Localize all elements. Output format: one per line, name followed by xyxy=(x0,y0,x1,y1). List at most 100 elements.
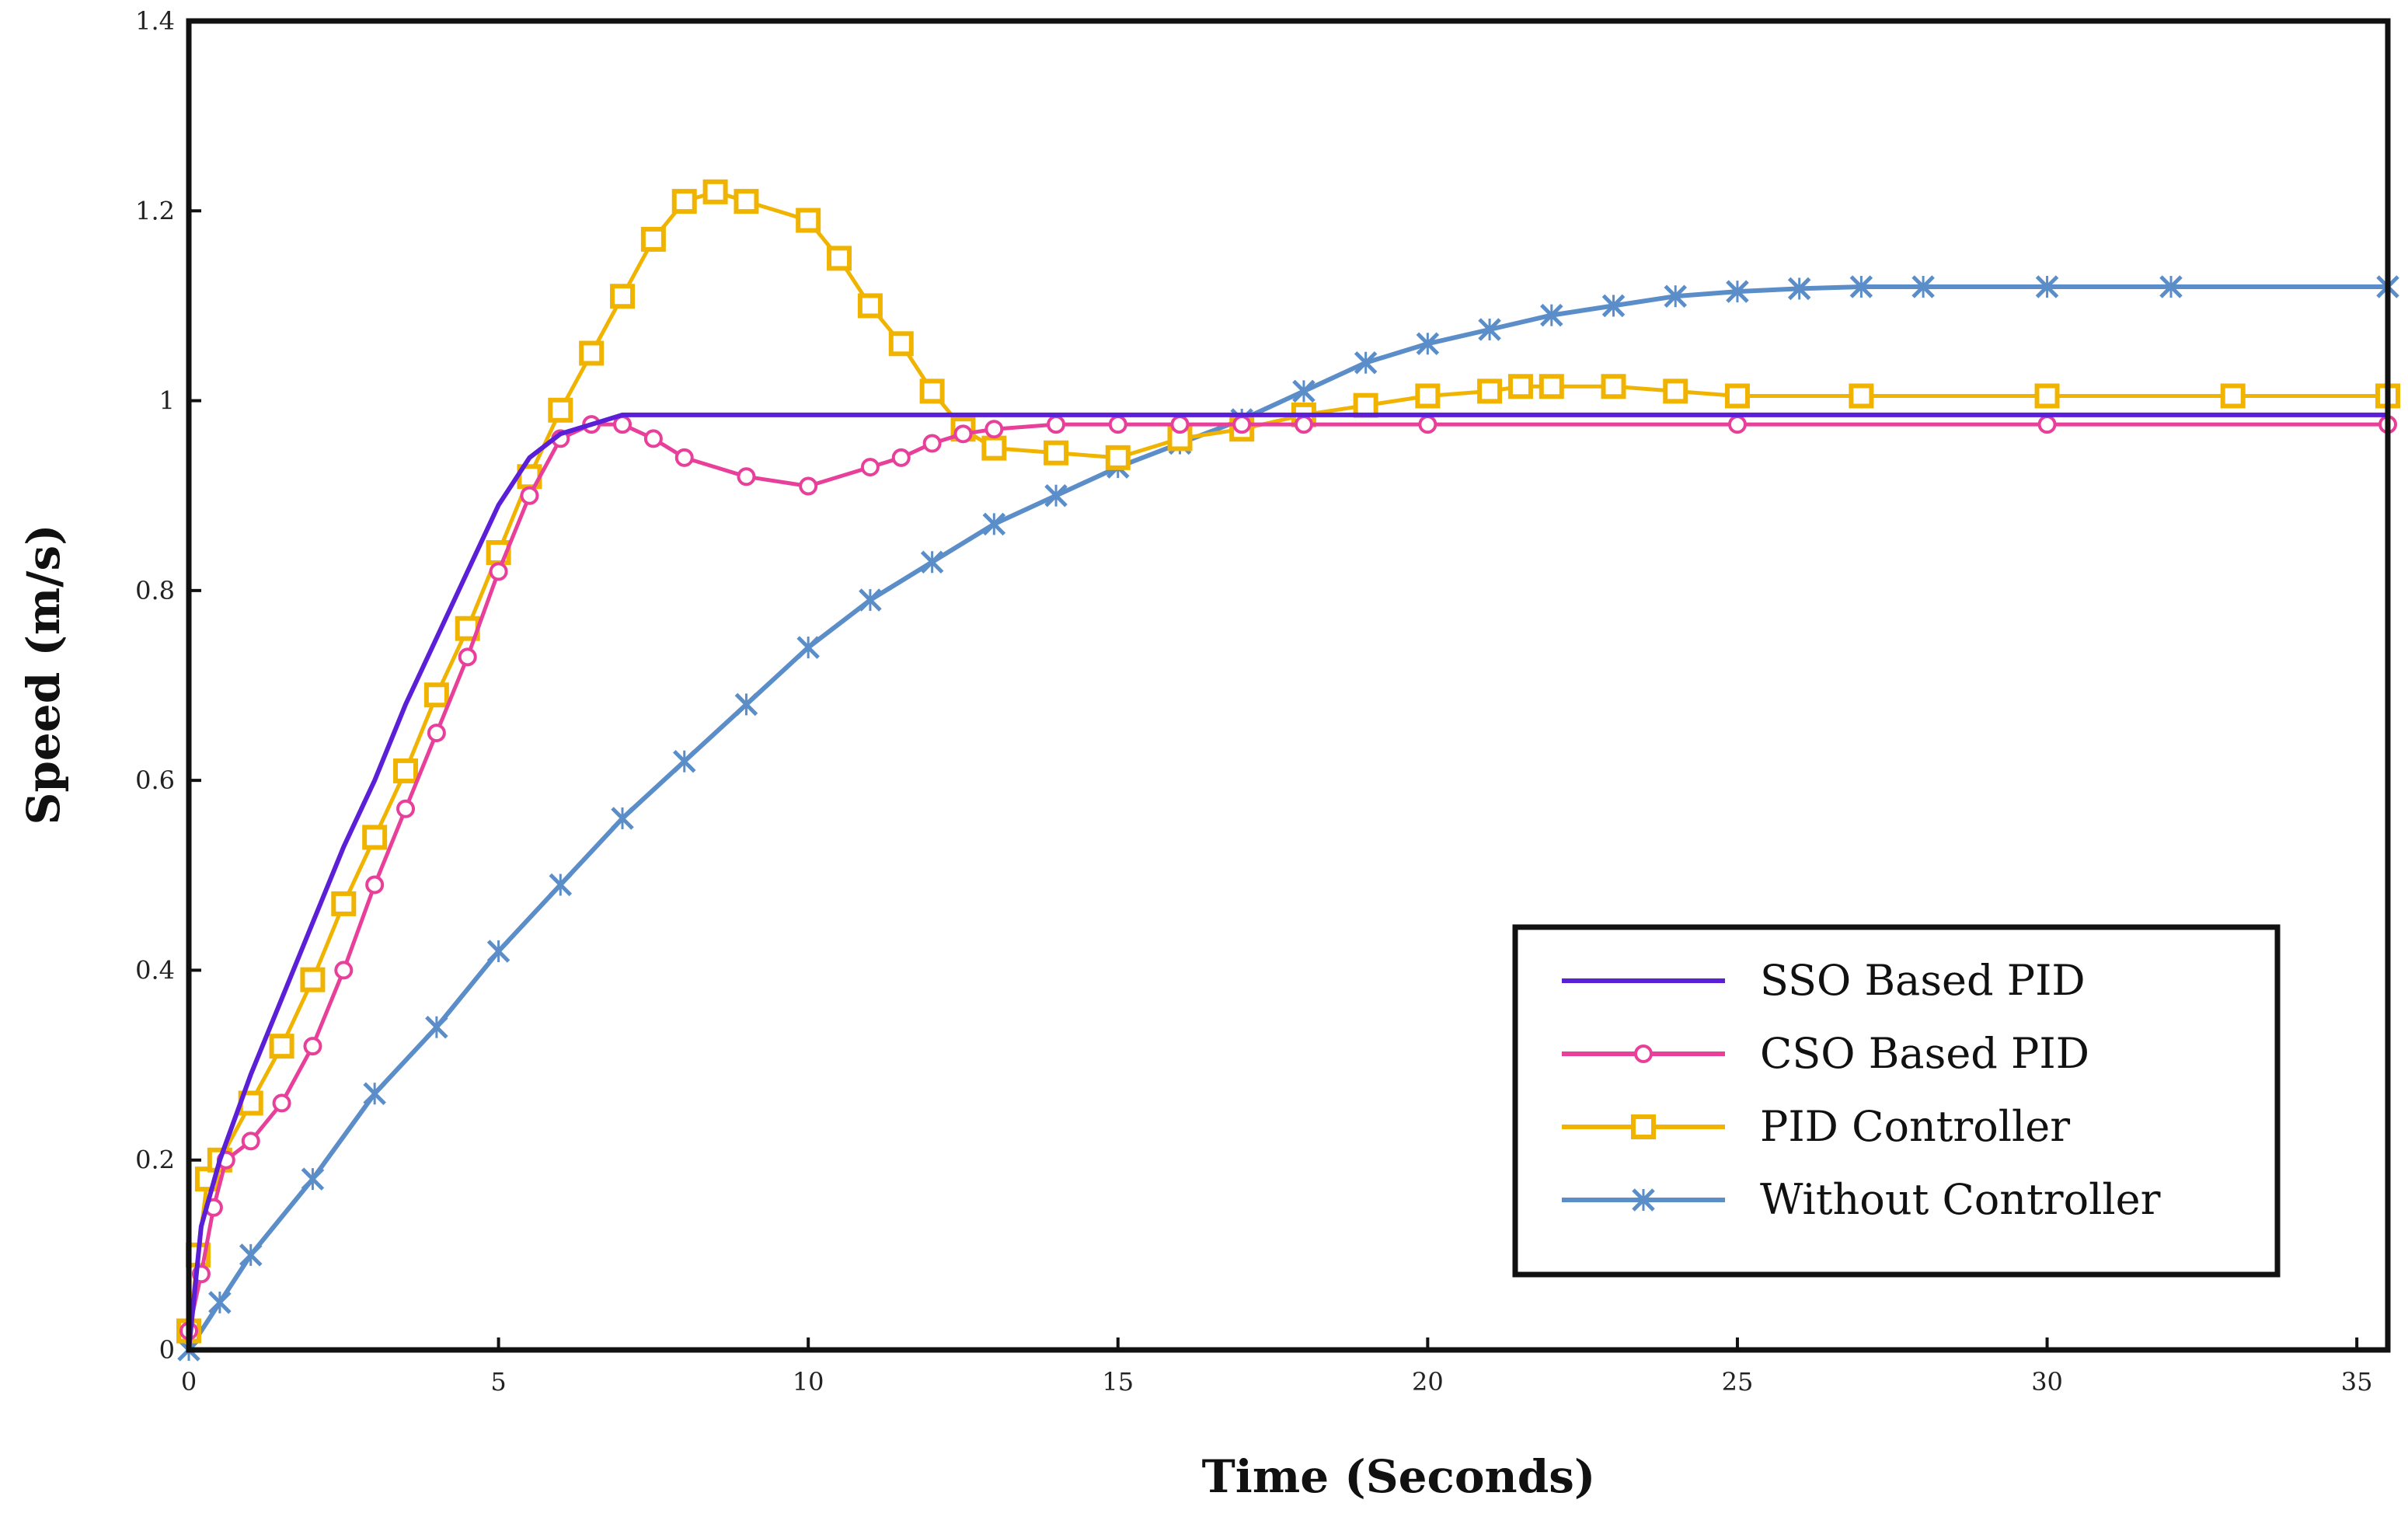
data-point-marker xyxy=(1416,332,1440,356)
y-tick-label: 0 xyxy=(159,1335,175,1365)
data-point-marker xyxy=(1047,415,1066,434)
data-point-marker xyxy=(396,799,416,818)
data-point-marker xyxy=(365,875,385,895)
data-point-marker xyxy=(891,448,911,467)
data-point-marker xyxy=(737,467,756,486)
data-point-marker xyxy=(1727,415,1747,434)
data-point-marker xyxy=(1539,374,1564,399)
data-point-marker xyxy=(796,208,821,233)
x-tick-label: 5 xyxy=(490,1367,506,1397)
data-point-marker xyxy=(2035,275,2059,298)
data-point-marker xyxy=(981,435,1007,461)
data-point-marker xyxy=(486,940,511,963)
series-line xyxy=(186,412,2390,1352)
data-point-marker xyxy=(888,331,914,357)
data-point-marker xyxy=(799,476,818,496)
data-point-marker xyxy=(640,226,666,252)
data-point-marker xyxy=(734,189,759,214)
legend-label: Without Controller xyxy=(1760,1175,2161,1224)
x-tick-label: 35 xyxy=(2341,1367,2373,1397)
data-point-marker xyxy=(1849,275,1873,298)
data-point-marker xyxy=(643,429,663,448)
data-point-marker xyxy=(1353,392,1378,418)
legend-box xyxy=(1512,924,2281,1278)
y-tick-label: 0.4 xyxy=(135,955,175,985)
x-tick-label: 20 xyxy=(1412,1367,1444,1397)
data-point-marker xyxy=(2037,415,2057,434)
y-tick-label: 1 xyxy=(159,386,175,416)
data-point-marker xyxy=(1044,483,1068,507)
data-point-marker xyxy=(1726,280,1749,303)
data-point-marker xyxy=(427,724,446,743)
data-point-marker xyxy=(1477,378,1503,404)
legend-marker xyxy=(1634,1044,1653,1063)
data-point-marker xyxy=(362,825,388,850)
legend-item: CSO Based PID xyxy=(1562,1029,2089,1078)
data-point-marker xyxy=(301,1167,325,1191)
data-point-marker xyxy=(1292,379,1316,403)
legend-marker xyxy=(1632,1188,1655,1212)
data-point-marker xyxy=(208,1291,232,1314)
x-tick-label: 25 xyxy=(1722,1367,1754,1397)
axis-ticks: 0 5 10 15 20 25 30 35 0 0.2 0.4 0.6 0.8 1 1.2 1.4 xyxy=(135,6,2372,1397)
data-point-marker xyxy=(1911,275,1935,298)
data-point-marker xyxy=(859,588,882,612)
data-point-marker xyxy=(922,434,942,453)
data-point-marker xyxy=(1170,415,1190,434)
data-point-marker xyxy=(1664,284,1688,308)
x-tick-label: 30 xyxy=(2031,1367,2063,1397)
data-point-marker xyxy=(1105,445,1131,470)
data-point-marker xyxy=(671,189,697,214)
series-layer xyxy=(176,179,2400,1362)
x-tick-label: 15 xyxy=(1102,1367,1134,1397)
data-point-marker xyxy=(423,682,449,708)
data-point-marker xyxy=(919,378,945,404)
data-point-marker xyxy=(920,550,944,574)
plot-area-border xyxy=(186,18,2391,1353)
data-point-marker xyxy=(549,873,573,897)
data-point-marker xyxy=(1601,294,1626,318)
data-point-marker xyxy=(520,486,539,505)
data-point-marker xyxy=(1354,350,1378,375)
data-point-marker xyxy=(827,246,852,271)
data-point-marker xyxy=(1540,303,1563,327)
data-point-marker xyxy=(1787,277,1811,301)
data-point-marker xyxy=(1507,374,1533,399)
data-point-marker xyxy=(674,448,694,467)
data-point-marker xyxy=(425,1015,448,1039)
data-point-marker xyxy=(796,636,820,659)
data-point-marker xyxy=(272,1093,291,1113)
series-sso-based-pid xyxy=(186,412,2390,1352)
x-tick-label: 0 xyxy=(181,1367,197,1397)
data-point-marker xyxy=(303,1037,322,1056)
x-axis-title: Time (Seconds) xyxy=(1202,1450,1596,1503)
legend-marker xyxy=(1631,1114,1656,1139)
data-point-marker xyxy=(1478,318,1501,341)
data-point-marker xyxy=(702,179,728,204)
data-point-marker xyxy=(734,692,758,717)
y-tick-label: 1.2 xyxy=(135,196,175,225)
data-point-marker xyxy=(334,961,354,980)
legend: SSO Based PID CSO Based PID PID Controller… xyxy=(1512,924,2281,1278)
data-point-marker xyxy=(458,647,477,667)
data-point-marker xyxy=(2220,383,2246,409)
data-point-marker xyxy=(1108,415,1127,434)
series-cso-based-pid xyxy=(179,415,2397,1341)
data-point-marker xyxy=(1415,383,1441,409)
legend-item: Without Controller xyxy=(1562,1175,2161,1224)
data-point-marker xyxy=(953,424,973,444)
data-point-marker xyxy=(579,340,605,366)
data-point-marker xyxy=(984,420,1004,439)
legend-item: PID Controller xyxy=(1562,1102,2070,1151)
data-point-marker xyxy=(2159,275,2183,298)
data-point-marker xyxy=(1418,415,1437,434)
data-point-marker xyxy=(1044,440,1069,466)
y-axis-title: Speed (m/s) xyxy=(17,524,70,825)
data-point-marker xyxy=(2034,383,2060,409)
data-point-marker xyxy=(1849,383,1874,409)
data-point-marker xyxy=(1294,415,1313,434)
plot-frame xyxy=(186,18,2391,1353)
data-point-marker xyxy=(1663,378,1688,404)
data-point-marker xyxy=(363,1082,386,1105)
